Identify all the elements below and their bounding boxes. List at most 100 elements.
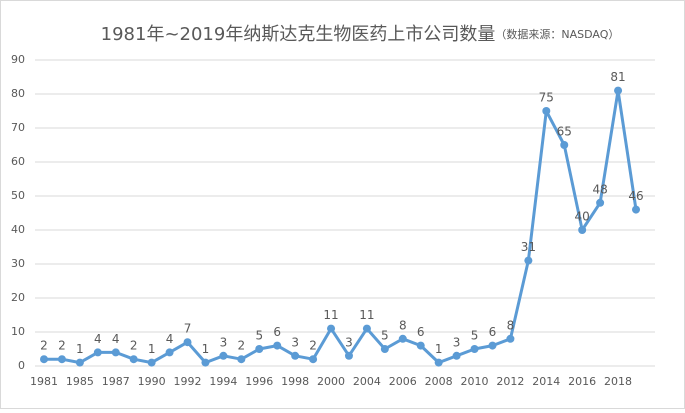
data-label: 3 [220,335,228,349]
data-label: 5 [255,329,263,343]
data-point [452,351,461,360]
data-point [291,351,300,360]
data-label: 46 [628,189,643,203]
data-point [614,86,623,95]
data-point [165,348,174,357]
data-label: 11 [323,308,338,322]
data-label: 5 [381,329,389,343]
data-label: 4 [94,332,102,346]
data-label: 48 [592,182,607,196]
data-point [632,205,640,214]
y-tick-label: 90 [11,53,25,66]
y-tick-label: 70 [11,121,25,134]
data-label: 6 [489,325,497,339]
data-point [111,348,120,357]
data-label: 1 [76,342,84,356]
data-point [578,226,587,234]
data-label: 3 [291,335,299,349]
data-label: 8 [507,318,515,332]
data-point [327,324,336,333]
data-label: 2 [238,339,246,353]
data-label: 40 [575,210,590,224]
chart-subtitle: （数据来源：NASDAQ） [495,27,619,41]
x-tick-label: 1985 [66,375,94,388]
x-tick-label: 2000 [317,375,345,388]
data-point [309,355,318,364]
y-tick-label: 50 [11,189,25,202]
series-line [44,89,638,365]
data-label: 2 [309,339,317,353]
data-point [560,141,569,149]
data-point [201,358,210,367]
y-tick-label: 20 [11,291,25,304]
data-label: 1 [435,342,443,356]
data-point [273,341,282,350]
x-tick-label: 2006 [389,375,417,388]
x-tick-label: 2010 [461,375,489,388]
data-point [57,355,66,364]
x-tick-label: 2008 [425,375,453,388]
data-point [434,358,443,367]
x-tick-label: 1990 [138,375,166,388]
x-tick-label: 2016 [568,375,596,388]
x-tick-label: 1996 [245,375,273,388]
x-tick-label: 1998 [281,375,309,388]
data-point [488,341,497,350]
data-point [183,338,192,347]
data-point [219,351,228,360]
data-label: 11 [359,308,374,322]
data-label: 3 [345,335,353,349]
y-tick-label: 30 [11,257,25,270]
data-point [129,355,138,364]
data-label: 6 [417,325,425,339]
data-point [344,351,353,360]
y-tick-label: 10 [11,325,25,338]
data-label: 1 [148,342,156,356]
data-label: 2 [40,339,48,353]
data-label: 3 [453,335,461,349]
data-label: 1 [202,342,210,356]
data-label: 5 [471,329,479,343]
data-point [542,107,551,115]
data-point [237,355,246,364]
data-label: 75 [539,91,554,105]
chart-title: 1981年~2019年纳斯达克生物医药上市公司数量 [101,24,496,45]
x-tick-label: 1992 [174,375,202,388]
data-point [40,355,48,364]
x-tick-label: 1981 [30,375,58,388]
data-label: 4 [166,332,174,346]
data-label: 7 [184,322,192,336]
data-point [470,345,479,353]
data-point [362,324,371,333]
x-tick-label: 2004 [353,375,381,388]
data-label: 2 [130,339,138,353]
data-point [93,348,102,357]
x-tick-label: 1994 [209,375,237,388]
data-label: 2 [58,339,66,353]
x-tick-label: 2018 [604,375,632,388]
data-point [506,334,515,343]
data-label: 31 [521,240,536,254]
chart-title-group: 1981年~2019年纳斯达克生物医药上市公司数量（数据来源：NASDAQ） [101,24,620,45]
data-label: 6 [273,325,281,339]
data-point [524,256,533,265]
data-point [255,345,264,353]
data-point [398,334,407,343]
y-tick-label: 80 [11,87,25,100]
data-label: 4 [112,332,120,346]
data-label: 65 [557,125,572,139]
y-tick-label: 40 [11,223,25,236]
data-point [416,341,425,350]
x-tick-label: 2012 [496,375,524,388]
x-tick-label: 1987 [102,375,130,388]
data-label: 8 [399,318,407,332]
data-point [380,345,389,353]
y-tick-label: 60 [11,155,25,168]
data-point [596,198,605,207]
y-tick-label: 0 [18,359,25,372]
data-label: 81 [610,70,625,84]
x-tick-label: 2014 [532,375,560,388]
data-point [147,358,156,367]
